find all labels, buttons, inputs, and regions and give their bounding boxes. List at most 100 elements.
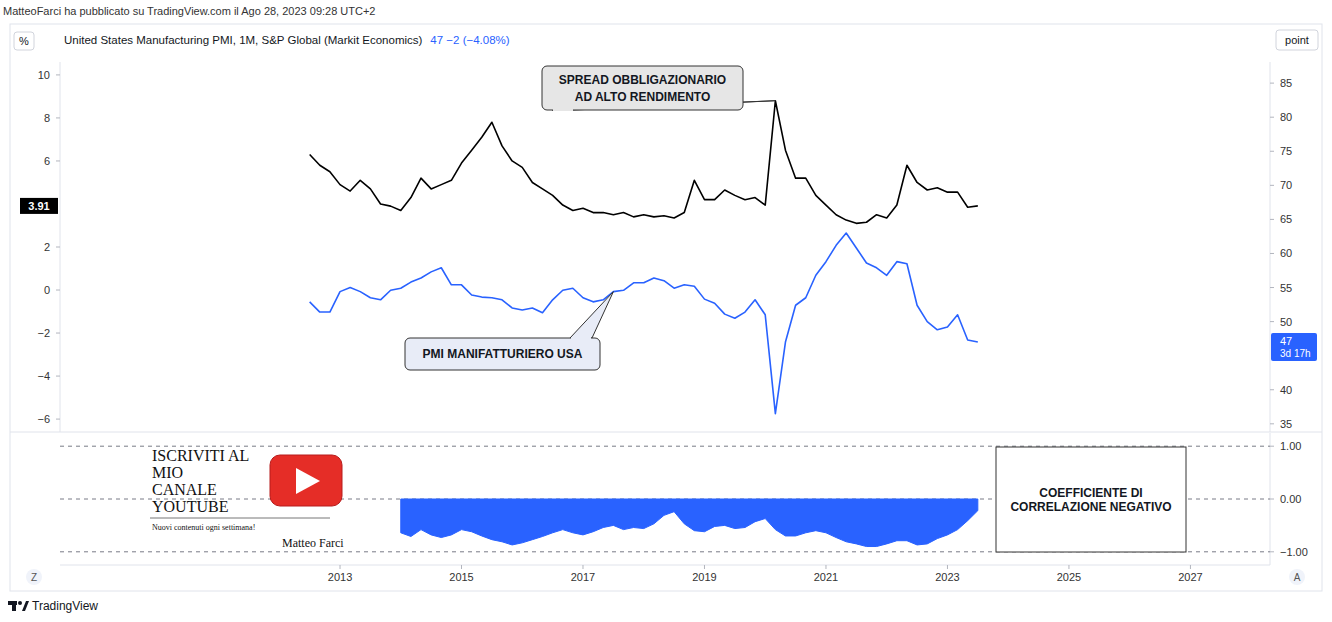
- y-tick-label: 2: [44, 241, 50, 253]
- y-tick: [56, 376, 60, 377]
- chart-canvas: MatteoFarci ha pubblicato su TradingView…: [0, 0, 1332, 622]
- legend-text: COEFFICIENTE DICORRELAZIONE NEGATIVO: [1010, 486, 1171, 514]
- last-value-badge: [20, 198, 58, 214]
- logo-part: [22, 601, 29, 611]
- y-tick: [1270, 551, 1274, 552]
- page: {"header": "MatteoFarci ha pubblicato su…: [0, 0, 1332, 622]
- countdown-label: 3d 17h: [1280, 348, 1311, 359]
- last-value-badge: [1271, 333, 1317, 361]
- logo-part: [12, 601, 16, 611]
- y-tick: [56, 117, 60, 118]
- footer-text: TradingView: [32, 599, 98, 613]
- y-tick: [1270, 499, 1274, 500]
- y-tick: [56, 333, 60, 334]
- y-tick-label: 10: [38, 69, 50, 81]
- y2label: point: [1285, 34, 1309, 46]
- logo-part: [18, 601, 22, 605]
- legend-title: United States Manufacturing PMI, 1M, S&P…: [64, 34, 423, 46]
- callout-joint: [553, 109, 573, 111]
- y-tick: [56, 419, 60, 420]
- y2-tick-label: 75: [1280, 145, 1292, 157]
- promo-line: MIO: [152, 464, 183, 481]
- control-circle[interactable]: [26, 569, 42, 585]
- y2-tick: [1270, 253, 1274, 254]
- text-line: CORRELAZIONE NEGATIVO: [1010, 500, 1171, 514]
- y-tick: [56, 290, 60, 291]
- control-button[interactable]: A: [1289, 569, 1305, 585]
- y-tick: [56, 160, 60, 161]
- y-tick-label: −4: [37, 370, 50, 382]
- control-label[interactable]: A: [1294, 572, 1301, 583]
- y2-tick-label: 35: [1280, 418, 1292, 430]
- y-tick: [56, 74, 60, 75]
- callout: PMI MANIFATTURIERO USA: [405, 292, 613, 370]
- y-tick-label: −2: [37, 327, 50, 339]
- control-label[interactable]: Z: [31, 572, 37, 583]
- x-tick: [582, 565, 583, 569]
- text-line: AD ALTO RENDIMENTO: [575, 90, 711, 104]
- series-line: [310, 101, 978, 224]
- y2-tick: [1270, 83, 1274, 84]
- y2-tick-label: 50: [1280, 316, 1292, 328]
- youtube-icon: [270, 455, 342, 506]
- control-circle[interactable]: [1289, 569, 1305, 585]
- x-tick-label: 2013: [328, 571, 352, 583]
- x-tick-label: 2027: [1178, 571, 1202, 583]
- ylabel-box: [14, 32, 34, 50]
- last-value-label: 3.91: [28, 200, 49, 212]
- text-line: SPREAD OBBLIGAZIONARIO: [559, 73, 726, 87]
- ylabel: %: [19, 35, 29, 47]
- x-tick: [1068, 565, 1069, 569]
- x-tick-label: 2021: [814, 571, 838, 583]
- pane-divider: [10, 432, 1322, 433]
- promo-line: CANALE: [152, 481, 217, 498]
- y-tick-label: 6: [44, 155, 50, 167]
- callout-box: [405, 338, 600, 370]
- text-line: COEFFICIENTE DI: [1039, 486, 1142, 500]
- footer-logo: [8, 601, 29, 611]
- y2-tick: [1270, 219, 1274, 220]
- x-tick-label: 2025: [1057, 571, 1081, 583]
- y-tick-label: −1.00: [1280, 546, 1308, 558]
- y2-tick: [1270, 389, 1274, 390]
- header-text: MatteoFarci ha pubblicato su TradingView…: [3, 5, 376, 17]
- y2-tick-label: 70: [1280, 179, 1292, 191]
- y2-tick: [1270, 287, 1274, 288]
- y-tick-label: 8: [44, 112, 50, 124]
- y2-tick-label: 60: [1280, 247, 1292, 259]
- promo-line: YOUTUBE: [152, 498, 228, 515]
- x-tick: [825, 565, 826, 569]
- callout: SPREAD OBBLIGAZIONARIO AD ALTO RENDIMENTO: [542, 66, 775, 110]
- x-tick: [947, 565, 948, 569]
- last-value-label: 47: [1280, 335, 1292, 347]
- legend-value: 47 −2 (−4.08%): [430, 34, 509, 46]
- callout-joint: [571, 337, 591, 339]
- x-tick: [704, 565, 705, 569]
- x-tick: [340, 565, 341, 569]
- y-tick-label: 1.00: [1280, 440, 1301, 452]
- y-tick: [1270, 446, 1274, 447]
- y2-tick: [1270, 185, 1274, 186]
- sub-plot: [401, 499, 978, 547]
- y2-tick: [1270, 321, 1274, 322]
- promo-rule: [150, 518, 330, 519]
- y-tick-label: 0.00: [1280, 493, 1301, 505]
- x-tick-label: 2015: [449, 571, 473, 583]
- x-tick: [1190, 565, 1191, 569]
- promo-line: ISCRIVITI AL: [152, 447, 249, 464]
- series-area: [401, 499, 978, 547]
- y2-tick-label: 85: [1280, 77, 1292, 89]
- control-button[interactable]: Z: [26, 569, 42, 585]
- legend-box: COEFFICIENTE DICORRELAZIONE NEGATIVO: [996, 447, 1186, 552]
- chart-frame: [10, 24, 1322, 591]
- y2-tick-label: 55: [1280, 282, 1292, 294]
- y2-tick: [1270, 151, 1274, 152]
- youtube-play: [296, 468, 320, 494]
- y-tick-label: −6: [37, 413, 50, 425]
- y2-tick-label: 65: [1280, 213, 1292, 225]
- main-plot: [310, 101, 978, 414]
- promo: ISCRIVITI ALMIOCANALEYOUTUBENuovi conten…: [150, 447, 344, 550]
- y2-tick-label: 80: [1280, 111, 1292, 123]
- series-line: [310, 233, 978, 414]
- x-tick-label: 2019: [692, 571, 716, 583]
